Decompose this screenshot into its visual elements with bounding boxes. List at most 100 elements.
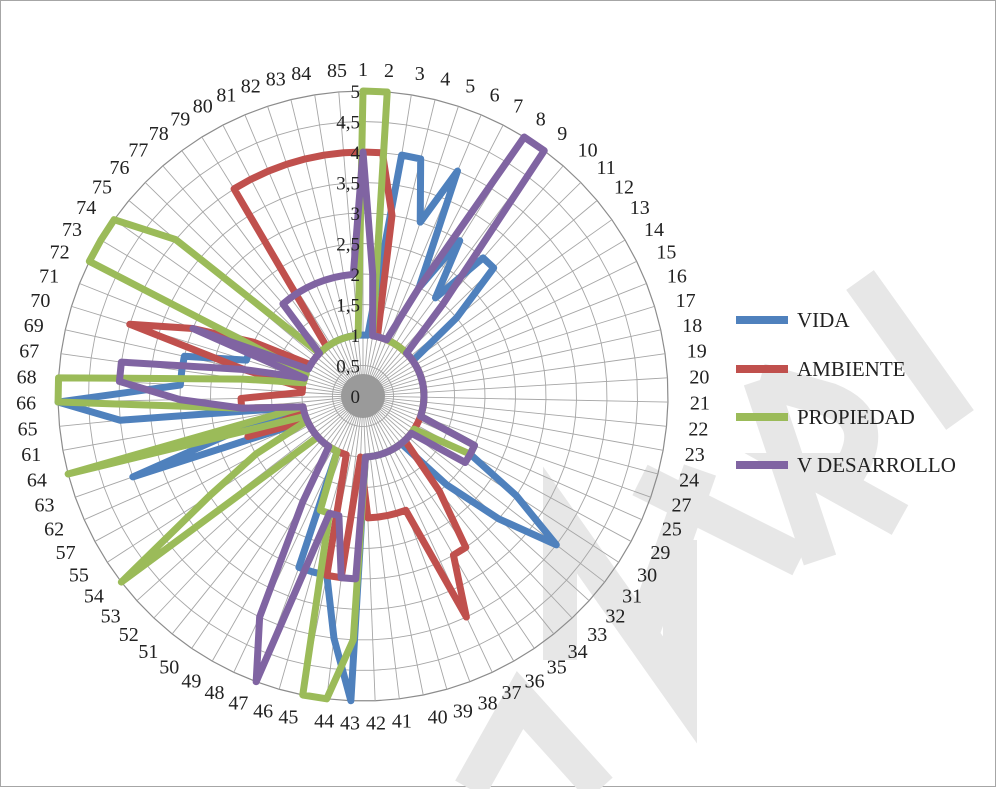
grid-spoke <box>362 165 564 397</box>
category-label: 30 <box>637 564 657 586</box>
radial-tick-label: 3 <box>351 204 361 225</box>
category-label: 63 <box>35 494 55 516</box>
category-label: 76 <box>110 157 130 179</box>
grid-spoke <box>362 114 482 397</box>
category-label: 73 <box>62 219 82 241</box>
grid-spoke <box>71 305 364 397</box>
grid-spoke <box>362 395 642 521</box>
category-label: 69 <box>24 315 44 337</box>
grid-spoke <box>362 395 668 403</box>
category-label: 1 <box>358 59 368 81</box>
category-label: 75 <box>92 176 112 198</box>
category-label: 38 <box>478 692 498 714</box>
legend-label-v-desarrollo: V DESARROLLO <box>797 453 956 477</box>
category-label: 68 <box>17 367 37 389</box>
category-label: 53 <box>101 605 121 627</box>
category-label: 50 <box>159 657 179 679</box>
category-label: 9 <box>557 123 567 145</box>
category-label: 18 <box>682 315 702 337</box>
grid-spoke <box>362 395 448 690</box>
grid-spoke <box>362 395 515 662</box>
category-label: 54 <box>84 586 104 608</box>
grid-spoke <box>362 239 626 397</box>
category-label: 82 <box>241 75 261 97</box>
grid-ring <box>88 121 638 671</box>
grid-spoke <box>362 395 590 602</box>
category-label: 15 <box>656 242 676 264</box>
category-label: 33 <box>587 624 607 646</box>
category-label: 11 <box>597 157 616 179</box>
grid-spoke <box>362 124 504 397</box>
grid-spoke <box>153 395 364 619</box>
grid-spoke <box>171 395 364 635</box>
grid-spoke <box>362 395 605 583</box>
grid-spoke <box>362 395 376 701</box>
category-label: 14 <box>644 219 664 241</box>
series-line-v-desarrollo <box>115 133 548 686</box>
category-label: 48 <box>205 682 225 704</box>
category-label: 12 <box>614 176 634 198</box>
category-label: 64 <box>27 470 47 492</box>
category-label: 35 <box>547 657 567 679</box>
radial-tick-label: 4 <box>351 143 361 164</box>
grid-spoke <box>65 329 364 397</box>
category-label: 17 <box>676 290 696 312</box>
category-label: 71 <box>39 265 59 287</box>
grid-spoke <box>362 395 651 498</box>
legend-swatch-propiedad <box>736 413 788 421</box>
center-hub <box>341 374 385 418</box>
category-label: 80 <box>193 96 213 118</box>
category-label: 2 <box>384 60 394 82</box>
grid-spoke <box>362 395 535 649</box>
grid-spoke <box>362 395 573 619</box>
category-label: 47 <box>228 692 248 714</box>
radial-tick-label: 1,5 <box>336 296 360 317</box>
legend-item-vida: VIDA <box>736 306 996 336</box>
category-labels: 1 2 3 4 5 6 7891011121314151617181920212223242… <box>16 59 710 735</box>
category-label: 40 <box>428 707 448 729</box>
category-label: 34 <box>568 641 588 663</box>
legend-item-ambiente: AMBIENTE <box>736 355 996 385</box>
grid-spoke <box>362 329 661 397</box>
category-label: 32 <box>605 605 625 627</box>
grid-spoke <box>100 239 364 397</box>
grid-spoke <box>362 353 666 397</box>
radial-tick-label: 1 <box>351 326 361 347</box>
grid-spoke <box>362 305 655 397</box>
grid-spoke <box>362 395 619 563</box>
legend-label-ambiente: AMBIENTE <box>797 357 906 381</box>
category-label: 65 <box>18 419 38 441</box>
category-label: 67 <box>19 341 39 363</box>
category-label: 66 <box>16 393 36 415</box>
category-label: 4 <box>440 68 450 90</box>
grid-ring <box>118 151 608 641</box>
radial-tick-label: 3,5 <box>336 174 360 195</box>
grid-spoke <box>362 219 613 397</box>
category-label: 36 <box>525 670 545 692</box>
category-label: 27 <box>672 494 692 516</box>
grid-spoke <box>314 94 364 397</box>
category-label: 6 <box>490 85 500 107</box>
grid-spoke <box>362 377 668 397</box>
legend-item-propiedad: PROPIEDAD <box>736 403 996 433</box>
radar-series <box>54 87 560 705</box>
category-label: 57 <box>56 542 76 564</box>
category-label: 55 <box>69 564 89 586</box>
grid-spoke <box>362 395 493 673</box>
radial-tick-label: 0,5 <box>336 357 360 378</box>
category-label: 13 <box>630 197 650 219</box>
grid-spoke <box>362 395 424 696</box>
grid-spoke <box>362 395 658 475</box>
grid-spoke <box>362 395 471 682</box>
grid-spoke <box>362 106 459 397</box>
category-label: 81 <box>216 85 236 107</box>
grid-spoke <box>107 395 364 563</box>
grid-spoke <box>362 200 598 397</box>
grid-spoke <box>62 395 364 451</box>
grid-spoke <box>362 395 400 699</box>
legend-item-v-desarrollo: V DESARROLLO <box>736 451 996 481</box>
radial-tick-label: 2 <box>351 265 361 286</box>
radial-tick-label: 5 <box>351 82 361 103</box>
radial-tick-label: 0 <box>351 387 361 408</box>
